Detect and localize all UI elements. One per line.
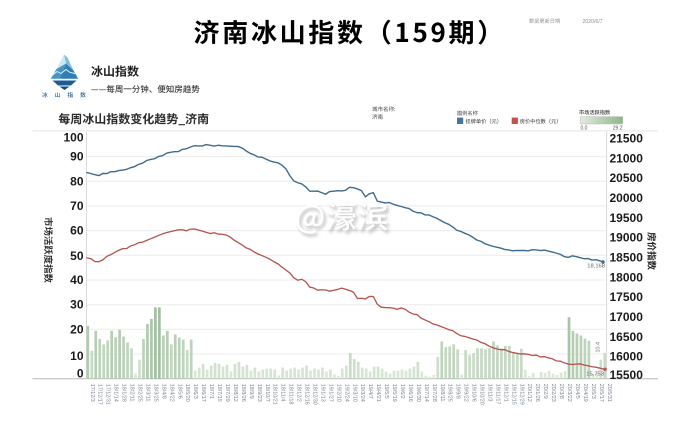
svg-text:15,753: 15,753 — [586, 372, 604, 378]
svg-text:19/7/28: 19/7/28 — [431, 384, 437, 402]
svg-text:60: 60 — [70, 224, 84, 238]
svg-text:18/3/11: 18/3/11 — [144, 384, 150, 402]
svg-text:18/1/14: 18/1/14 — [113, 384, 119, 402]
svg-text:15500: 15500 — [610, 368, 644, 382]
svg-text:18/10/21: 18/10/21 — [272, 384, 278, 405]
svg-text:19/12/29: 19/12/29 — [518, 384, 524, 405]
svg-text:18000: 18000 — [610, 270, 644, 284]
svg-text:90: 90 — [70, 150, 84, 164]
svg-text:18/9/23: 18/9/23 — [256, 384, 262, 402]
svg-text:19/2/10: 19/2/10 — [335, 384, 341, 402]
svg-text:18/8/12: 18/8/12 — [232, 384, 238, 402]
svg-text:20000: 20000 — [610, 191, 644, 205]
svg-text:21500: 21500 — [610, 132, 644, 146]
svg-text:18/10/7: 18/10/7 — [264, 384, 270, 402]
svg-text:20: 20 — [70, 322, 84, 336]
svg-text:20/1/26: 20/1/26 — [534, 384, 540, 402]
svg-text:19/8/25: 19/8/25 — [447, 384, 453, 402]
svg-text:30: 30 — [70, 298, 84, 312]
svg-text:20/4/5: 20/4/5 — [574, 384, 580, 399]
svg-text:19000: 19000 — [610, 231, 644, 245]
svg-text:18/3/25: 18/3/25 — [152, 384, 158, 402]
svg-text:19/9/8: 19/9/8 — [455, 384, 461, 399]
svg-text:17/12/3: 17/12/3 — [89, 384, 95, 402]
svg-text:19/11/3: 19/11/3 — [486, 384, 492, 402]
svg-text:20/2/23: 20/2/23 — [550, 384, 556, 402]
svg-text:18/7/1: 18/7/1 — [208, 384, 214, 399]
svg-text:16500: 16500 — [610, 330, 644, 344]
svg-text:18/8/26: 18/8/26 — [240, 384, 246, 402]
svg-text:19/5/19: 19/5/19 — [391, 384, 397, 402]
svg-text:19/2/24: 19/2/24 — [343, 384, 349, 402]
svg-text:18/11/18: 18/11/18 — [288, 384, 294, 405]
svg-text:20/5/17: 20/5/17 — [598, 384, 604, 402]
svg-text:21000: 21000 — [610, 151, 644, 165]
svg-text:18/12/30: 18/12/30 — [311, 384, 317, 405]
svg-text:19/4/7: 19/4/7 — [367, 384, 373, 399]
svg-text:10.4: 10.4 — [595, 342, 601, 353]
svg-text:19/9/22: 19/9/22 — [463, 384, 469, 402]
svg-text:18/11/4: 18/11/4 — [280, 384, 286, 402]
svg-text:20/4/19: 20/4/19 — [582, 384, 588, 402]
svg-text:18/7/15: 18/7/15 — [216, 384, 222, 402]
svg-text:19/4/21: 19/4/21 — [375, 384, 381, 402]
svg-text:18/2/11: 18/2/11 — [128, 384, 134, 402]
svg-text:50: 50 — [70, 249, 84, 263]
svg-text:10: 10 — [70, 349, 84, 363]
svg-text:18/4/8: 18/4/8 — [160, 384, 166, 399]
svg-text:19/6/16: 19/6/16 — [407, 384, 413, 402]
svg-text:18/12/16: 18/12/16 — [303, 384, 309, 405]
svg-text:17/12/31: 17/12/31 — [105, 384, 111, 405]
svg-text:18/12/2: 18/12/2 — [296, 384, 302, 402]
svg-text:0.0: 0.0 — [581, 125, 588, 131]
svg-text:20/3/22: 20/3/22 — [566, 384, 572, 402]
svg-text:18/1/28: 18/1/28 — [121, 384, 127, 402]
svg-text:18/2/25: 18/2/25 — [136, 384, 142, 402]
svg-text:17/12/17: 17/12/17 — [97, 384, 103, 405]
svg-text:19/6/30: 19/6/30 — [415, 384, 421, 402]
svg-text:19/7/14: 19/7/14 — [423, 384, 429, 402]
svg-text:19/1/27: 19/1/27 — [327, 384, 333, 402]
svg-text:20/1/12: 20/1/12 — [526, 384, 532, 402]
svg-text:29.2: 29.2 — [613, 125, 623, 131]
svg-text:18/9/9: 18/9/9 — [248, 384, 254, 399]
svg-text:40: 40 — [70, 273, 84, 287]
svg-text:20/3/8: 20/3/8 — [558, 384, 564, 399]
svg-text:0: 0 — [77, 367, 84, 381]
svg-text:80: 80 — [70, 174, 84, 188]
svg-text:18/6/17: 18/6/17 — [200, 384, 206, 402]
svg-text:18/7/29: 18/7/29 — [224, 384, 230, 402]
svg-text:18,168: 18,168 — [587, 264, 605, 270]
svg-text:18/6/3: 18/6/3 — [192, 384, 198, 399]
svg-text:20500: 20500 — [610, 171, 644, 185]
svg-text:19/6/2: 19/6/2 — [399, 384, 405, 399]
svg-text:19/10/20: 19/10/20 — [478, 384, 484, 405]
svg-text:20/5/31: 20/5/31 — [606, 384, 612, 402]
svg-text:19/11/17: 19/11/17 — [494, 384, 500, 405]
svg-text:20/5/3: 20/5/3 — [590, 384, 596, 399]
svg-text:18/5/6: 18/5/6 — [176, 384, 182, 399]
svg-text:19/12/15: 19/12/15 — [510, 384, 516, 405]
svg-text:19/8/11: 19/8/11 — [439, 384, 445, 402]
svg-text:19/3/24: 19/3/24 — [359, 384, 365, 402]
svg-text:70: 70 — [70, 199, 84, 213]
svg-text:19/10/6: 19/10/6 — [471, 384, 477, 402]
svg-text:19/1/13: 19/1/13 — [319, 384, 325, 402]
svg-text:16000: 16000 — [610, 350, 644, 364]
svg-text:18/4/22: 18/4/22 — [168, 384, 174, 402]
svg-text:19/12/1: 19/12/1 — [502, 384, 508, 402]
svg-text:17000: 17000 — [610, 310, 644, 324]
svg-text:19/3/10: 19/3/10 — [351, 384, 357, 402]
svg-text:18500: 18500 — [610, 251, 644, 265]
svg-text:20/2/9: 20/2/9 — [542, 384, 548, 399]
svg-text:19500: 19500 — [610, 211, 644, 225]
svg-text:100: 100 — [63, 130, 83, 144]
svg-text:18/5/20: 18/5/20 — [184, 384, 190, 402]
svg-text:19/5/5: 19/5/5 — [383, 384, 389, 399]
svg-text:2020/6/7: 2020/6/7 — [583, 19, 603, 25]
svg-text:17500: 17500 — [610, 290, 644, 304]
